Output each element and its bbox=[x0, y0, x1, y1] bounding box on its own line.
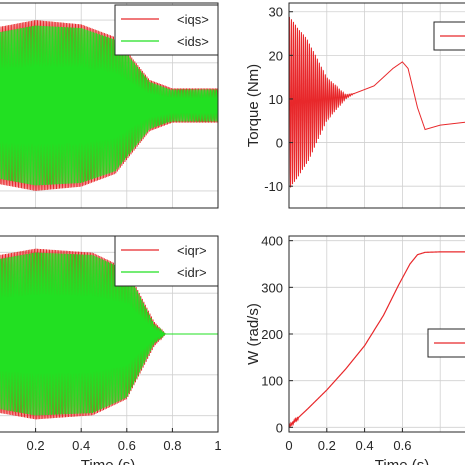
legend: <iqs> <ids> bbox=[114, 4, 219, 56]
y-tick-label: 100 bbox=[261, 374, 283, 389]
y-tick-label: 30 bbox=[269, 5, 283, 20]
legend-box bbox=[114, 4, 219, 56]
x-tick-label: 0.2 bbox=[27, 438, 45, 453]
series-line-idr bbox=[0, 252, 218, 416]
y-tick-label: 200 bbox=[261, 327, 283, 342]
axes-frame bbox=[288, 2, 465, 209]
x-axis-label: Time (s) bbox=[375, 457, 429, 465]
series-line-speed bbox=[288, 251, 465, 428]
y-tick-label: 10 bbox=[269, 92, 283, 107]
chart-panel-speed: 0 0.2 0.4 0.6 0 100 200 300 400 W (rad/s) Time (s) bbox=[245, 234, 465, 465]
legend-entry: <ids> bbox=[177, 34, 209, 49]
series-line-ids bbox=[0, 25, 219, 186]
legend-entry: <iqs> bbox=[177, 12, 209, 27]
y-axis-label: Torque (Nm) bbox=[245, 64, 262, 147]
chart-panel-stator-currents: <iqs> <ids> bbox=[0, 2, 219, 209]
y-tick-label: 0 bbox=[276, 136, 283, 151]
y-tick-label: -10 bbox=[264, 179, 283, 194]
chart-panel-rotor-currents: 0.2 0.4 0.6 0.8 1 Time (s) <iqr> <idr> bbox=[0, 235, 222, 465]
series-line-torque bbox=[288, 16, 465, 188]
x-tick-label: 0.6 bbox=[118, 438, 136, 453]
axes-frame bbox=[0, 2, 219, 209]
legend-entry: <idr> bbox=[177, 265, 207, 280]
x-tick-label: 0.4 bbox=[72, 438, 90, 453]
legend-box bbox=[114, 235, 219, 287]
legend: <iqr> <idr> bbox=[114, 235, 219, 287]
legend-entry: <iqr> bbox=[177, 243, 207, 258]
chart-panel-torque: -10 0 10 20 30 Torque (Nm) bbox=[245, 2, 465, 209]
y-tick-label: 0 bbox=[276, 420, 283, 435]
y-tick-label: 400 bbox=[261, 234, 283, 249]
y-tick-label: 300 bbox=[261, 280, 283, 295]
x-tick-label: 0.8 bbox=[163, 438, 181, 453]
y-tick-label: 20 bbox=[269, 48, 283, 63]
x-tick-label: 0.6 bbox=[393, 438, 411, 453]
legend bbox=[433, 21, 465, 51]
x-axis-label: Time (s) bbox=[81, 457, 135, 465]
y-axis-label: W (rad/s) bbox=[245, 303, 262, 365]
axes-frame bbox=[0, 235, 219, 433]
x-tick-label: 0 bbox=[285, 438, 292, 453]
x-tick-label: 0.4 bbox=[356, 438, 374, 453]
legend bbox=[427, 328, 465, 358]
x-tick-label: 1 bbox=[214, 438, 221, 453]
x-tick-label: 0.2 bbox=[318, 438, 336, 453]
